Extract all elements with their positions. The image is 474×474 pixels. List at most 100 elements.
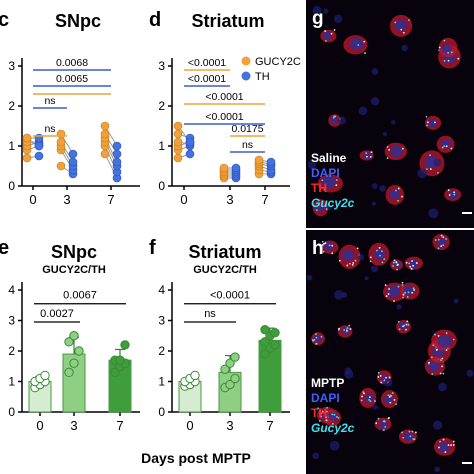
chart-f-point xyxy=(225,358,235,368)
gucy2c-puncta xyxy=(408,262,411,265)
gucy2c-puncta xyxy=(442,244,445,247)
dapi-nucleus xyxy=(341,249,355,261)
gucy2c-puncta xyxy=(402,31,405,34)
chart-f-point xyxy=(270,340,280,350)
micrograph-h-dapi-label: DAPI xyxy=(311,391,340,405)
dapi-nucleus xyxy=(437,334,452,348)
gucy2c-puncta xyxy=(405,323,408,326)
chart-e-point xyxy=(40,370,50,381)
chart-c-sig-label: 0.0065 xyxy=(56,73,88,85)
figure-charts: c d e f GUCY2C TH Days post MPTP SNpc 0 1 2… xyxy=(0,9,301,466)
gucy2c-puncta xyxy=(379,254,382,257)
gucy2c-puncta xyxy=(315,333,317,336)
chart-d-point-gucy2c xyxy=(173,129,183,139)
gucy2c-puncta xyxy=(401,281,404,284)
gucy2c-puncta xyxy=(434,121,436,124)
dapi-nucleus xyxy=(315,203,325,212)
gucy2c-puncta xyxy=(412,438,415,440)
gucy2c-puncta xyxy=(384,284,387,287)
chart-d-sig-label: <0.0001 xyxy=(188,73,226,85)
gucy2c-puncta xyxy=(315,336,318,339)
gucy2c-puncta xyxy=(346,264,349,267)
gucy2c-puncta xyxy=(388,395,391,398)
chart-d: Striatum 0 1 2 3 0 3 7 <0.0001 <0.0001 <0.0001 <0.0… xyxy=(158,11,290,207)
dapi-nucleus xyxy=(428,361,440,372)
chart-d-point-th xyxy=(231,163,241,173)
dapi-nucleus xyxy=(466,369,474,377)
dapi-nucleus xyxy=(330,117,338,125)
gucy2c-puncta xyxy=(348,324,351,327)
chart-f-title: Striatum xyxy=(188,242,261,262)
gucy2c-puncta xyxy=(445,332,448,334)
gucy2c-puncta xyxy=(321,240,324,243)
legend-swatch-th xyxy=(241,71,251,81)
gucy2c-puncta xyxy=(324,242,327,245)
chart-e-y-tick-label: 2 xyxy=(8,344,15,358)
chart-f-point xyxy=(260,349,270,359)
dapi-nucleus xyxy=(326,205,332,211)
chart-f-x-tick-label: 0 xyxy=(186,418,193,433)
chart-f-y-tick-label: 4 xyxy=(158,283,165,297)
gucy2c-puncta xyxy=(452,440,455,443)
gucy2c-puncta xyxy=(447,444,450,446)
gucy2c-puncta xyxy=(391,392,394,394)
gucy2c-puncta xyxy=(381,261,384,264)
gucy2c-puncta xyxy=(397,285,400,288)
gucy2c-puncta xyxy=(453,193,456,196)
chart-e-title: SNpc xyxy=(51,242,97,262)
dapi-nucleus xyxy=(448,190,458,200)
gucy2c-puncta xyxy=(402,436,405,439)
chart-c-point-gucy2c xyxy=(100,149,110,159)
gucy2c-puncta xyxy=(443,145,446,148)
panel-letter-g: g xyxy=(312,8,324,29)
gucy2c-puncta xyxy=(335,184,338,187)
gucy2c-puncta xyxy=(436,171,439,174)
gucy2c-puncta xyxy=(382,429,385,431)
gucy2c-puncta xyxy=(452,338,455,341)
legend: GUCY2C TH xyxy=(241,56,301,83)
gucy2c-puncta xyxy=(321,201,324,204)
gucy2c-puncta xyxy=(450,444,453,446)
gucy2c-puncta xyxy=(443,59,446,62)
gucy2c-puncta xyxy=(318,419,321,422)
dapi-nucleus xyxy=(394,19,407,31)
gucy2c-puncta xyxy=(434,239,437,241)
dapi-nucleus xyxy=(323,242,334,251)
gucy2c-puncta xyxy=(320,412,323,415)
gucy2c-puncta xyxy=(368,398,371,401)
gucy2c-puncta xyxy=(388,148,391,151)
dapi-nucleus xyxy=(350,38,364,51)
chart-d-y-tick-label: 2 xyxy=(158,99,165,113)
gucy2c-puncta xyxy=(397,199,400,202)
chart-f-point xyxy=(225,379,235,390)
chart-e-y-tick-label: 0 xyxy=(8,405,15,419)
gucy2c-puncta xyxy=(439,440,441,443)
chart-f-point xyxy=(260,324,270,335)
gucy2c-puncta xyxy=(450,147,453,150)
chart-d-point-th xyxy=(266,157,276,167)
gucy2c-puncta xyxy=(401,147,404,150)
gucy2c-puncta xyxy=(324,40,327,42)
chart-d-point-gucy2c xyxy=(254,155,264,165)
gucy2c-puncta xyxy=(442,372,445,375)
dapi-nucleus xyxy=(306,274,313,281)
chart-f-point xyxy=(270,328,280,338)
scale-bar-g xyxy=(462,212,472,214)
dapi-nucleus xyxy=(328,412,338,421)
gucy2c-puncta xyxy=(363,40,366,43)
chart-c-point-gucy2c xyxy=(56,137,66,147)
gucy2c-puncta xyxy=(405,328,407,331)
dapi-nucleus xyxy=(383,378,393,387)
chart-c-point-th xyxy=(112,141,122,151)
gucy2c-puncta xyxy=(437,238,440,241)
chart-f-point xyxy=(260,337,270,347)
dapi-nucleus xyxy=(428,119,437,128)
gucy2c-puncta xyxy=(434,333,436,336)
gucy2c-puncta xyxy=(315,343,318,345)
gucy2c-puncta xyxy=(346,327,349,329)
gucy2c-puncta xyxy=(389,401,392,404)
gucy2c-puncta xyxy=(411,291,414,294)
dapi-nucleus xyxy=(334,290,344,300)
gucy2c-puncta xyxy=(410,267,413,270)
gucy2c-puncta xyxy=(335,416,338,418)
